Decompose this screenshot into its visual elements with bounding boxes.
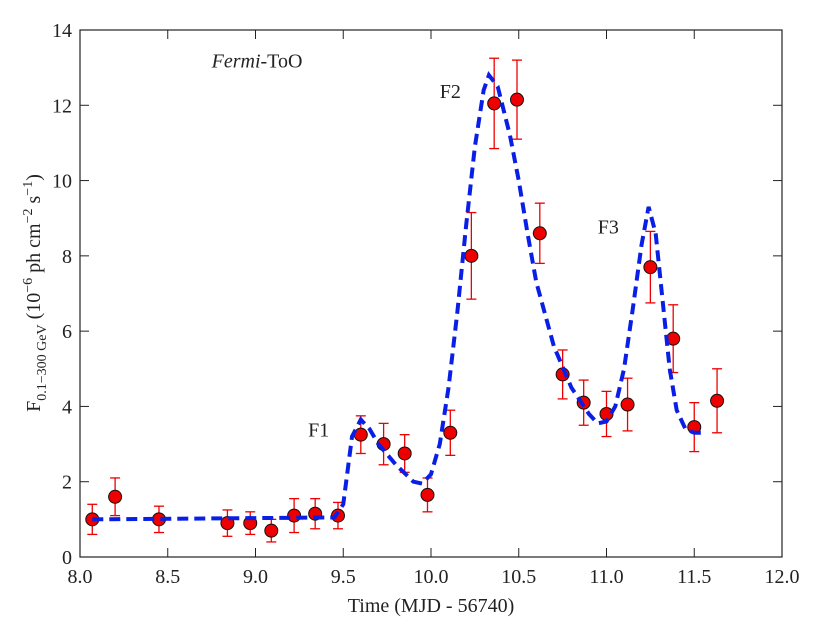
annotation: F3 — [598, 216, 619, 238]
y-label-sub: 0.1−300 GeV — [35, 324, 50, 400]
data-point — [620, 397, 635, 412]
annotation-text: -ToO — [261, 51, 303, 73]
y-label-sup: −1 — [21, 181, 36, 196]
y-label-sup: −6 — [21, 278, 36, 293]
data-point — [509, 92, 524, 107]
x-tick-label: 10.0 — [414, 566, 449, 588]
y-tick-label: 8 — [62, 246, 72, 268]
y-tick-label: 4 — [62, 396, 72, 418]
annotation: Fermi-ToO — [211, 51, 303, 73]
y-tick-label: 14 — [52, 20, 72, 42]
data-point — [264, 523, 279, 538]
data-point — [532, 226, 547, 241]
annotation: F1 — [308, 420, 329, 442]
data-point — [464, 248, 479, 263]
data-point — [710, 393, 725, 408]
data-point — [287, 508, 302, 523]
data-point — [420, 487, 435, 502]
y-tick-label: 2 — [62, 472, 72, 494]
data-point — [108, 489, 123, 504]
y-label-sup: −2 — [21, 208, 36, 223]
y-label-main: F — [23, 401, 45, 412]
data-point — [487, 96, 502, 111]
data-point — [353, 427, 368, 442]
y-label-text: (10 — [23, 293, 45, 325]
x-tick-label: 9.0 — [243, 566, 268, 588]
data-point — [643, 260, 658, 275]
x-axis-label: Time (MJD - 56740) — [348, 595, 515, 617]
x-tick-label: 11.5 — [677, 566, 711, 588]
x-tick-label: 9.5 — [331, 566, 356, 588]
annotation: F2 — [440, 81, 461, 103]
y-label-text: s — [23, 195, 45, 208]
annotation-italic: Fermi — [211, 51, 261, 73]
y-label-text: ) — [23, 174, 45, 181]
y-tick-label: 0 — [62, 547, 72, 569]
y-tick-label: 10 — [52, 171, 72, 193]
x-tick-label: 8.0 — [68, 566, 93, 588]
data-point — [397, 446, 412, 461]
y-label-text: ph cm — [23, 223, 45, 278]
y-axis-label: F0.1−300 GeV (10−6 ph cm−2 s−1) — [21, 174, 50, 412]
fit-line — [92, 71, 704, 522]
x-tick-label: 10.5 — [501, 566, 536, 588]
x-tick-label: 12.0 — [765, 566, 800, 588]
x-tick-label: 8.5 — [155, 566, 180, 588]
y-tick-label: 12 — [52, 95, 72, 117]
y-tick-label: 6 — [62, 321, 72, 343]
x-tick-label: 11.0 — [589, 566, 623, 588]
data-point — [443, 425, 458, 440]
